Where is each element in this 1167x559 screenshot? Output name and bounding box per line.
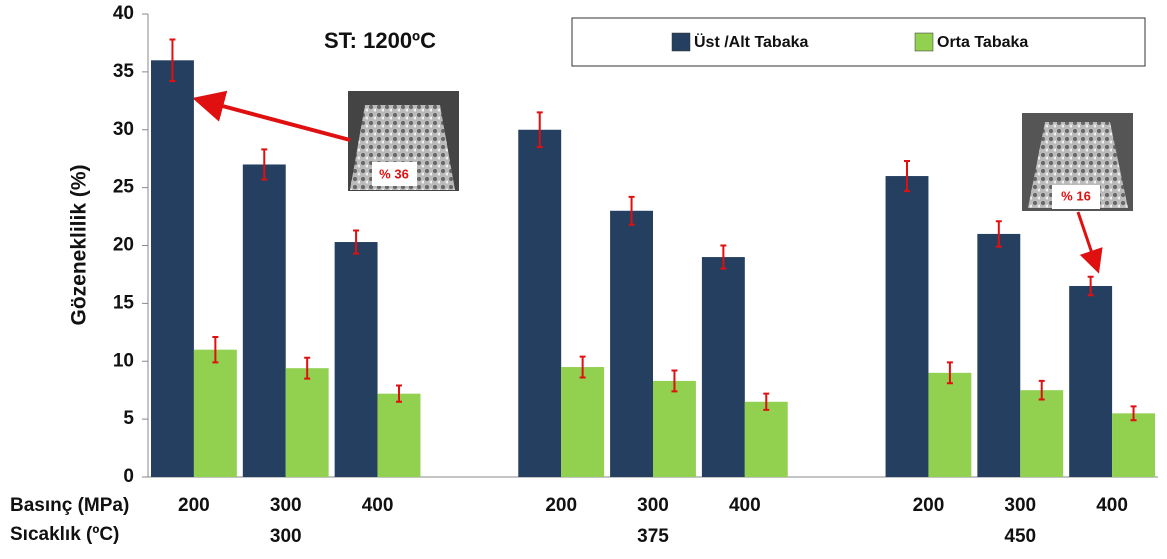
bar	[928, 372, 972, 477]
y-tick-label: 20	[113, 235, 134, 256]
annotation: % 16	[1061, 188, 1091, 203]
y-tick-label: 10	[113, 350, 134, 371]
bar	[518, 129, 562, 477]
bar	[1020, 390, 1064, 477]
group-label: 375	[637, 526, 669, 547]
error-bar	[1038, 379, 1045, 401]
bar	[193, 349, 237, 477]
group-label: 450	[1004, 526, 1036, 547]
error-bar	[628, 195, 635, 226]
error-bar	[212, 335, 219, 364]
x-tick-label: 300	[270, 495, 302, 516]
x-tick-label: 200	[545, 495, 577, 516]
bar	[334, 242, 378, 477]
inset-image	[192, 90, 459, 191]
error-bar	[169, 38, 176, 83]
bar	[610, 210, 653, 477]
x-tick-label: 300	[1004, 495, 1036, 516]
y-tick-label: 5	[123, 408, 134, 429]
error-bar	[396, 384, 402, 403]
bar	[151, 60, 194, 478]
y-tick-label: 0	[123, 466, 134, 487]
error-bar	[995, 220, 1002, 248]
bar	[977, 233, 1021, 477]
bar	[377, 393, 421, 477]
x-tick-label: 200	[913, 495, 945, 516]
error-bar	[536, 111, 543, 149]
x-tick-label: 300	[637, 495, 669, 516]
x-tick-label: 400	[729, 495, 761, 516]
inset-image	[1022, 113, 1133, 274]
error-bar	[904, 160, 910, 193]
error-bar	[720, 244, 727, 270]
legend-label: Üst /Alt Tabaka	[694, 32, 809, 51]
error-bar	[353, 229, 360, 255]
x-row-label: Basınç (MPa)	[10, 495, 129, 516]
error-bar	[261, 148, 268, 181]
bar	[701, 257, 745, 477]
x-tick-label: 200	[178, 495, 210, 516]
chart-title: ST: 1200ºC	[324, 28, 436, 53]
bar	[744, 401, 788, 477]
annotation: % 36	[379, 166, 409, 181]
bar	[1069, 286, 1113, 477]
error-bar	[1087, 275, 1094, 297]
legend-swatch	[914, 32, 934, 52]
y-tick-label: 40	[113, 3, 134, 24]
x-tick-label: 400	[1096, 495, 1128, 516]
error-bar	[579, 355, 586, 379]
y-axis-label: Gözeneklilik (%)	[68, 164, 91, 325]
group-label: 300	[270, 526, 302, 547]
legend-label: Orta Tabaka	[937, 34, 1028, 51]
y-tick-label: 25	[113, 177, 135, 198]
bar	[285, 368, 329, 477]
bar	[242, 164, 286, 477]
bar	[1112, 413, 1155, 477]
y-tick-label: 30	[113, 119, 134, 140]
bar	[885, 176, 929, 478]
y-tick-label: 35	[113, 61, 135, 82]
error-bar	[304, 356, 311, 380]
error-bar	[946, 361, 953, 385]
error-bar	[763, 392, 770, 411]
legend-swatch	[671, 32, 691, 52]
x-tick-label: 400	[362, 495, 394, 516]
y-tick-label: 15	[113, 292, 135, 313]
error-bar	[671, 369, 678, 393]
error-bar	[1130, 405, 1137, 422]
legend-box	[571, 17, 1146, 67]
bar	[561, 367, 605, 477]
bar	[653, 380, 696, 477]
x-row-label: Sıcaklık (ºC)	[10, 524, 119, 545]
